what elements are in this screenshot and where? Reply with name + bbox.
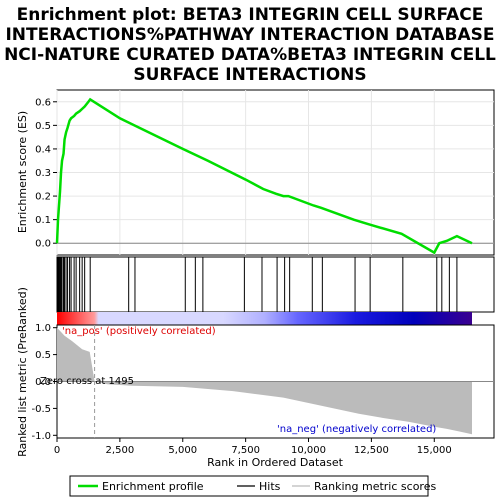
rank-color-bar [57,312,472,325]
metric-tick-label: 0.5 [35,350,51,361]
es-tick-label: 0.0 [35,239,51,250]
pos-annotation: 'na_pos' (positively correlated) [62,326,216,337]
es-tick-label: 0.2 [35,192,51,203]
x-tick-label: 12,500 [354,445,389,456]
es-ylabel: Enrichment score (ES) [16,111,29,233]
es-tick-label: 0.3 [35,168,51,179]
zero-cross-annotation: Zero cross at 1495 [40,376,134,387]
neg-annotation: 'na_neg' (negatively correlated) [277,424,436,435]
x-tick-label: 15,000 [417,445,452,456]
x-tick-label: 5,000 [168,445,197,456]
metric-tick-label: -0.5 [31,404,51,415]
legend-hits-label: Hits [259,480,281,493]
es-tick-label: 0.1 [35,215,51,226]
chart-title-line-1: Enrichment plot: BETA3 INTEGRIN CELL SUR… [17,5,484,25]
xlabel: Rank in Ordered Dataset [207,456,344,469]
x-tick-label: 10,000 [291,445,326,456]
x-tick-label: 7,500 [231,445,260,456]
metric-tick-label: -1.0 [31,431,51,442]
es-tick-label: 0.6 [35,97,51,108]
chart-title-line-3: NCI-NATURE CURATED DATA%BETA3 INTEGRIN C… [4,45,496,65]
hits-panel [57,257,494,312]
x-tick-label: 0 [54,445,60,456]
legend-metric-label: Ranking metric scores [314,480,436,493]
chart-title-line-4: SURFACE INTERACTIONS [133,65,366,85]
metric-ylabel: Ranked list metric (PreRanked) [16,287,29,457]
es-tick-label: 0.4 [35,144,51,155]
es-tick-label: 0.5 [35,121,51,132]
x-tick-label: 2,500 [106,445,135,456]
legend-profile-label: Enrichment profile [102,480,204,493]
metric-tick-label: 1.0 [35,323,51,334]
chart-title-line-2: INTERACTIONS%PATHWAY INTERACTION DATABAS… [5,25,494,45]
